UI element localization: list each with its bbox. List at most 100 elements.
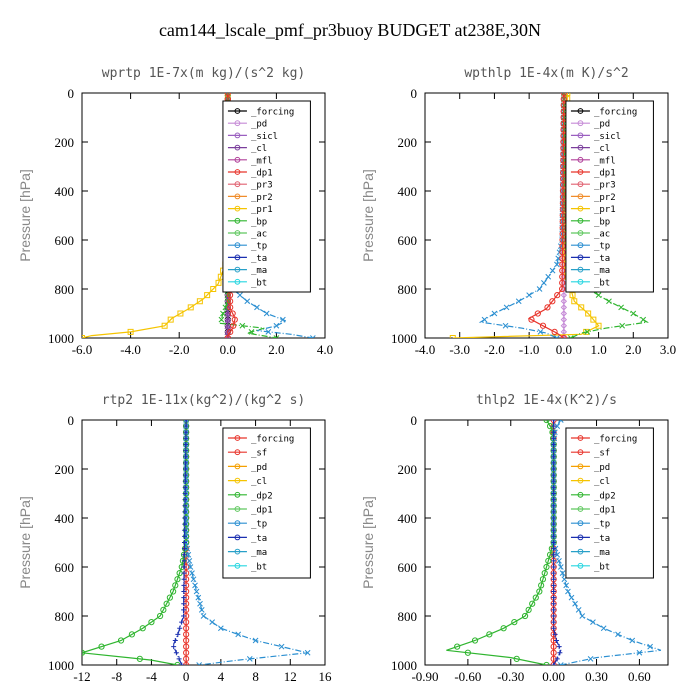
series-marker bbox=[215, 279, 222, 286]
legend-marker bbox=[577, 477, 584, 484]
y-tick-label: 400 bbox=[55, 184, 75, 199]
series-marker bbox=[559, 218, 566, 225]
series-marker bbox=[543, 563, 550, 571]
legend-box bbox=[565, 427, 654, 579]
series-marker bbox=[551, 607, 557, 613]
series-marker bbox=[559, 206, 566, 213]
legend-marker bbox=[577, 463, 584, 470]
series-marker bbox=[551, 582, 557, 588]
legend-label: _cl bbox=[251, 144, 267, 154]
legend-label: _pd bbox=[251, 120, 267, 130]
legend-marker bbox=[577, 217, 584, 224]
legend-marker bbox=[234, 108, 241, 114]
series-marker bbox=[551, 478, 557, 484]
series-marker bbox=[572, 600, 578, 607]
series-marker bbox=[218, 316, 225, 323]
y-tick-label: 200 bbox=[398, 135, 418, 150]
series-marker bbox=[481, 316, 488, 323]
legend-label: _ma bbox=[251, 266, 267, 276]
x-tick-label: -0.30 bbox=[497, 669, 524, 684]
panels: wprtp 1E-7x(m kg)/(s^2 kg) Pressure [hPa]… bbox=[17, 66, 676, 684]
series-marker bbox=[595, 322, 602, 329]
series-marker bbox=[189, 570, 195, 576]
y-tick-label: 600 bbox=[55, 233, 75, 248]
series-marker bbox=[571, 298, 578, 305]
series-marker bbox=[163, 600, 170, 607]
series-marker bbox=[556, 644, 562, 650]
series-marker bbox=[541, 280, 547, 286]
series-marker bbox=[226, 292, 234, 299]
legend-marker bbox=[577, 266, 584, 273]
series-marker bbox=[550, 649, 557, 656]
series-marker bbox=[230, 322, 237, 329]
series-marker bbox=[551, 509, 557, 515]
legend-label: _ta bbox=[594, 254, 610, 264]
series-marker bbox=[181, 601, 187, 607]
legend-label: _ta bbox=[251, 534, 267, 544]
legend-box bbox=[222, 427, 311, 579]
legend-label: _cl bbox=[251, 477, 267, 487]
series-marker bbox=[559, 267, 566, 274]
series-marker bbox=[182, 478, 188, 484]
x-tick-label: 0.00 bbox=[542, 669, 565, 684]
series-marker bbox=[224, 334, 231, 338]
series-marker bbox=[550, 661, 557, 665]
plot-frame bbox=[81, 92, 326, 339]
x-tick-label: 0.60 bbox=[628, 669, 651, 684]
series-marker bbox=[182, 533, 188, 539]
x-tick-label: -2.0 bbox=[484, 342, 505, 357]
series-marker bbox=[539, 322, 547, 329]
series-marker bbox=[183, 655, 190, 662]
y-tick-label: 0 bbox=[411, 86, 418, 101]
chart-panel-4: thlp2 1E-4x(K^2)/s Pressure [hPa] -0.90 -0.… bbox=[360, 393, 669, 684]
legend-label: _pr2 bbox=[594, 193, 616, 203]
series-marker bbox=[183, 625, 190, 632]
legend: _forcing _pd _sicl _cl _mfl _dp1 _pr3 _pr2 _pr1 _… bbox=[565, 100, 654, 293]
series-line bbox=[446, 420, 555, 665]
legend-marker bbox=[234, 205, 241, 212]
series-marker bbox=[551, 570, 557, 576]
series-marker bbox=[161, 322, 168, 329]
series-marker bbox=[640, 316, 647, 323]
series-marker bbox=[182, 509, 188, 515]
series-marker bbox=[513, 655, 520, 662]
y-tick-label: 400 bbox=[398, 184, 418, 199]
series-marker bbox=[179, 619, 185, 625]
series-marker bbox=[224, 291, 232, 299]
series-marker bbox=[559, 570, 566, 576]
series-marker bbox=[182, 491, 188, 496]
legend-marker bbox=[234, 230, 241, 236]
x-tick-label: 0.0 bbox=[556, 342, 572, 357]
series-marker bbox=[551, 454, 557, 460]
series-marker bbox=[160, 606, 167, 613]
series-marker bbox=[273, 322, 280, 329]
x-tick-label: 4.0 bbox=[317, 342, 333, 357]
series-marker bbox=[185, 551, 192, 558]
legend-marker bbox=[577, 205, 584, 212]
series-line bbox=[478, 93, 565, 338]
series-marker bbox=[554, 292, 561, 299]
x-tick-label: -4.0 bbox=[415, 342, 436, 357]
y-tick-label: 0 bbox=[411, 413, 418, 428]
series-marker bbox=[172, 582, 179, 589]
series-group bbox=[82, 420, 311, 665]
series-marker bbox=[549, 267, 556, 274]
y-tick-label: 200 bbox=[55, 135, 75, 150]
legend-marker bbox=[577, 120, 584, 127]
series-marker bbox=[560, 298, 568, 305]
series-marker bbox=[560, 310, 568, 317]
series-marker bbox=[551, 497, 557, 503]
series-marker bbox=[486, 631, 493, 638]
legend-marker bbox=[234, 120, 241, 127]
series-marker bbox=[229, 310, 236, 317]
series-marker bbox=[182, 466, 188, 472]
legend-marker bbox=[577, 491, 584, 498]
series-marker bbox=[196, 662, 203, 665]
series-marker bbox=[551, 558, 557, 564]
series-marker bbox=[515, 298, 522, 305]
series-group bbox=[446, 420, 662, 665]
legend-label: _dp1 bbox=[251, 506, 273, 516]
series-marker bbox=[82, 649, 86, 656]
series-marker bbox=[186, 558, 193, 564]
series-marker bbox=[181, 582, 187, 588]
